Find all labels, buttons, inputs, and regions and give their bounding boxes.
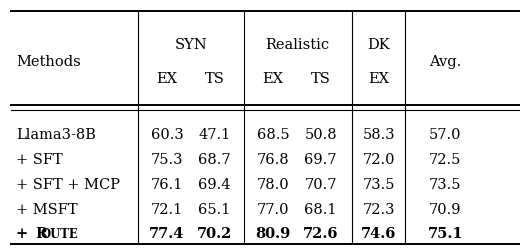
Text: + SFT: + SFT xyxy=(16,153,63,167)
Text: TS: TS xyxy=(205,72,225,86)
Text: 70.7: 70.7 xyxy=(304,178,337,192)
Text: 47.1: 47.1 xyxy=(199,128,231,142)
Text: 76.8: 76.8 xyxy=(257,153,289,167)
Text: + MSFT: + MSFT xyxy=(16,203,77,217)
Text: +: + xyxy=(16,227,33,241)
Text: 77.0: 77.0 xyxy=(257,203,289,217)
Text: 68.1: 68.1 xyxy=(304,203,337,217)
Text: DK: DK xyxy=(368,38,390,52)
Text: EX: EX xyxy=(156,72,178,86)
Text: 70.9: 70.9 xyxy=(429,203,462,217)
Text: Avg.: Avg. xyxy=(429,55,461,69)
Text: 60.3: 60.3 xyxy=(151,128,183,142)
Text: 73.5: 73.5 xyxy=(429,178,462,192)
Text: 76.1: 76.1 xyxy=(151,178,183,192)
Text: R: R xyxy=(35,227,47,241)
Text: Llama3-8B: Llama3-8B xyxy=(16,128,96,142)
Text: 69.4: 69.4 xyxy=(198,178,231,192)
Text: SYN: SYN xyxy=(174,38,207,52)
Text: 72.1: 72.1 xyxy=(151,203,183,217)
Text: EX: EX xyxy=(262,72,284,86)
Text: 65.1: 65.1 xyxy=(198,203,231,217)
Text: 75.3: 75.3 xyxy=(151,153,183,167)
Text: 72.5: 72.5 xyxy=(429,153,462,167)
Text: Realistic: Realistic xyxy=(265,38,329,52)
Text: 72.0: 72.0 xyxy=(363,153,395,167)
Text: 58.3: 58.3 xyxy=(363,128,395,142)
Text: 69.7: 69.7 xyxy=(304,153,337,167)
Text: 50.8: 50.8 xyxy=(304,128,337,142)
Text: 72.6: 72.6 xyxy=(303,227,338,241)
Text: 68.5: 68.5 xyxy=(257,128,289,142)
Text: 74.6: 74.6 xyxy=(361,227,396,241)
Text: + SFT + MCP: + SFT + MCP xyxy=(16,178,120,192)
Text: 77.4: 77.4 xyxy=(149,227,184,241)
Text: 75.1: 75.1 xyxy=(427,227,463,241)
Text: EX: EX xyxy=(368,72,390,86)
Text: TS: TS xyxy=(311,72,331,86)
Text: OUTE: OUTE xyxy=(41,228,78,241)
Text: 72.3: 72.3 xyxy=(363,203,395,217)
Text: 80.9: 80.9 xyxy=(255,227,290,241)
Text: Methods: Methods xyxy=(16,55,81,69)
Text: 70.2: 70.2 xyxy=(197,227,232,241)
Text: 68.7: 68.7 xyxy=(198,153,231,167)
Text: 57.0: 57.0 xyxy=(429,128,462,142)
Text: 73.5: 73.5 xyxy=(363,178,395,192)
Text: 78.0: 78.0 xyxy=(257,178,289,192)
